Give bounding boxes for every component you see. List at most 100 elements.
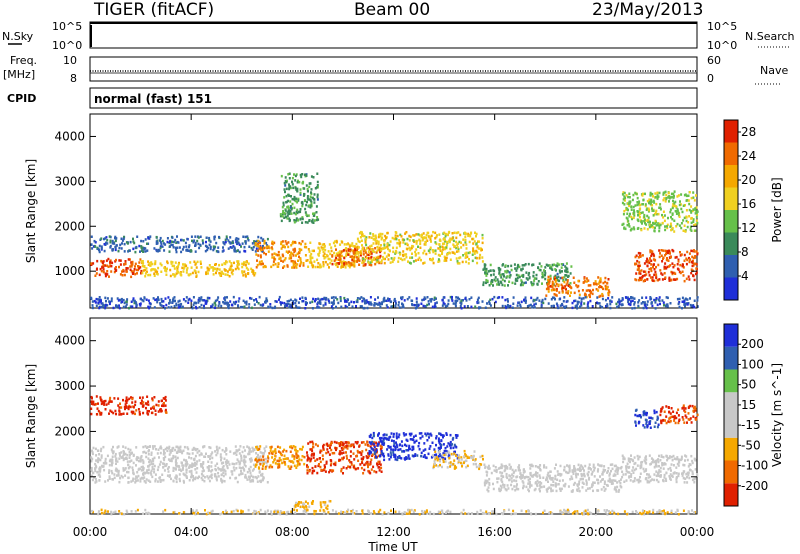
power-echo-cell (634, 255, 637, 259)
power-echo-cell (271, 242, 274, 245)
power-echo-cell (565, 305, 568, 308)
power-echo-cell (237, 261, 240, 265)
power-echo-cell (290, 195, 292, 198)
power-echo-cell (321, 243, 324, 246)
power-echo-cell (359, 297, 361, 300)
velocity-echo-region (254, 445, 306, 470)
power-echo-cell (464, 241, 467, 244)
power-echo-cell (254, 250, 257, 253)
power-echo-cell (468, 233, 471, 237)
power-echo-cell (141, 260, 144, 263)
velocity-echo-cell (272, 461, 275, 464)
velocity-echo-cell (125, 406, 128, 409)
colorbar-label: Power [dB] (770, 177, 784, 242)
velocity-echo-cell (169, 459, 172, 462)
power-echo-cell (580, 297, 583, 300)
power-echo-cell (133, 299, 136, 303)
power-echo-cell (654, 298, 657, 302)
velocity-echo-cell (378, 441, 381, 444)
velocity-echo-cell (333, 440, 336, 444)
power-echo-cell (378, 233, 380, 236)
power-echo-cell (637, 251, 640, 255)
power-echo-cell (343, 263, 346, 267)
power-echo-cell (341, 241, 344, 244)
power-echo-cell (681, 270, 684, 273)
power-echo-cell (323, 296, 326, 300)
velocity-echo-cell (397, 435, 400, 439)
power-echo-cell (661, 299, 664, 302)
power-echo-cell (233, 246, 236, 249)
power-echo-cell (533, 306, 536, 309)
velocity-echo-cell (108, 477, 111, 480)
power-echo-cell (265, 253, 267, 256)
power-echo-cell (310, 192, 313, 196)
power-echo-cell (562, 286, 565, 290)
velocity-echo-cell (122, 398, 124, 402)
power-echo-cell (498, 272, 501, 275)
power-echo-cell (437, 247, 440, 250)
power-echo-cell (443, 259, 446, 262)
power-echo-cell (199, 243, 202, 247)
velocity-echo-cell (155, 403, 158, 407)
velocity-echo-cell (108, 471, 110, 474)
power-echo-cell (523, 264, 526, 267)
power-echo-cell (313, 214, 316, 217)
power-echo-cell (387, 297, 389, 300)
velocity-echo-cell (154, 478, 157, 481)
nave-label: Nave (760, 64, 788, 77)
power-echo-cell (227, 306, 230, 310)
power-echo-cell (113, 270, 116, 274)
power-echo-cell (695, 271, 698, 274)
velocity-echo-cell (208, 475, 211, 478)
power-echo-cell (451, 236, 454, 240)
power-echo-cell (312, 176, 315, 179)
power-echo-cell (173, 264, 176, 268)
power-echo-cell (237, 304, 240, 308)
velocity-echo-region (368, 431, 459, 462)
power-echo-cell (386, 245, 389, 248)
power-echo-cell (604, 298, 607, 302)
power-echo-cell (422, 251, 425, 255)
power-echo-cell (658, 255, 661, 259)
velocity-echo-cell (215, 445, 218, 449)
velocity-echo-cell (252, 449, 255, 453)
power-echo-cell (305, 259, 308, 262)
power-echo-cell (524, 296, 527, 299)
power-echo-cell (465, 251, 468, 255)
velocity-echo-cell (135, 409, 138, 412)
velocity-echo-cell (398, 433, 401, 436)
power-echo-cell (642, 198, 645, 202)
power-echo-cell (203, 306, 206, 310)
velocity-echo-cell (207, 466, 210, 470)
power-echo-cell (413, 240, 416, 243)
power-echo-cell (364, 302, 366, 305)
power-echo-cell (467, 232, 470, 236)
power-echo-cell (237, 267, 240, 271)
power-echo-cell (506, 270, 509, 273)
power-echo-cell (685, 262, 688, 266)
power-echo-cell (576, 302, 579, 306)
power-echo-cell (519, 283, 522, 287)
power-echo-cell (406, 247, 409, 251)
power-echo-cell (578, 305, 581, 308)
power-echo-cell (653, 268, 656, 271)
power-echo-cell (565, 283, 568, 286)
velocity-echo-cell (357, 459, 360, 462)
velocity-echo-cell (400, 457, 403, 460)
power-echo-cell (380, 261, 383, 264)
power-echo-cell (685, 199, 688, 202)
power-echo-cell (507, 305, 510, 308)
velocity-echo-cell (383, 433, 386, 436)
velocity-echo-cell (366, 441, 369, 444)
power-echo-cell (465, 247, 468, 250)
power-echo-cell (523, 298, 525, 302)
velocity-echo-cell (117, 404, 120, 407)
power-echo-cell (390, 305, 393, 308)
power-echo-cell (137, 265, 139, 268)
power-echo-cell (408, 246, 411, 250)
power-echo-cell (306, 221, 309, 224)
power-echo-cell (121, 300, 124, 303)
power-echo-cell (684, 302, 687, 306)
power-echo-cell (651, 207, 653, 210)
power-echo-cell (301, 240, 304, 243)
